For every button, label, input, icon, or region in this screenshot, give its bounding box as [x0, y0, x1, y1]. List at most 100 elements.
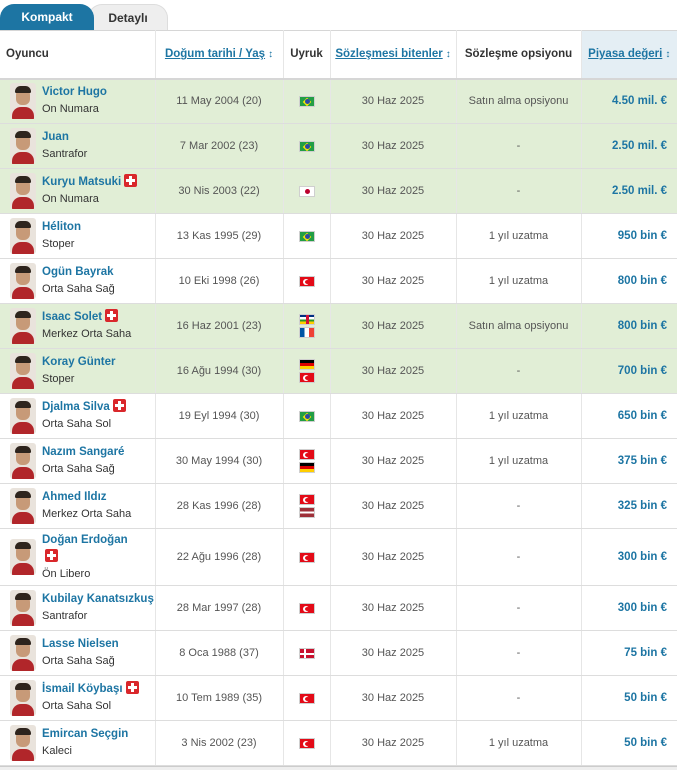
turkey-flag-icon	[298, 737, 315, 749]
player-photo[interactable]	[10, 488, 36, 524]
table-footer-bar	[0, 766, 677, 770]
player-name-link[interactable]: Isaac Solet	[42, 311, 103, 323]
market-value-link[interactable]: 300 bin €	[580, 528, 677, 586]
players-table: Oyuncu Doğum tarihi / Yaş ↕ Uyruk Sözleşm…	[0, 30, 677, 766]
contract-end-cell: 30 Haz 2025	[329, 585, 456, 631]
player-position: On Numara	[42, 103, 99, 116]
player-cell: Koray Günter Stoper	[0, 348, 155, 394]
injury-icon[interactable]	[105, 309, 119, 322]
column-header-contract[interactable]: Sözleşmesi bitenler ↕	[329, 30, 456, 80]
tab-compact[interactable]: Kompakt	[0, 4, 94, 30]
player-position: On Numara	[42, 193, 99, 205]
market-value-link[interactable]: 325 bin €	[580, 483, 677, 529]
table-row: Ahmed Ildız Merkez Orta Saha 28 Kas 1996 (…	[0, 483, 677, 529]
player-name-link[interactable]: Héliton	[42, 221, 81, 233]
birth-date-cell: 7 Mar 2002 (23)	[154, 123, 283, 169]
player-photo[interactable]	[10, 263, 36, 299]
table-row: Lasse Nielsen Orta Saha Sağ 8 Oca 1988 (37…	[0, 630, 677, 676]
contract-end-cell: 30 Haz 2025	[329, 348, 456, 394]
player-photo[interactable]	[10, 680, 36, 716]
contract-end-cell: 30 Haz 2025	[329, 675, 456, 721]
player-cell: Isaac Solet Merkez Orta Saha	[0, 303, 155, 349]
nationality-cell	[282, 303, 330, 349]
player-photo[interactable]	[10, 539, 36, 575]
table-row: Héliton Stoper 13 Kas 1995 (29) 30 Haz 2025…	[0, 213, 677, 259]
tab-detailed[interactable]: Detaylı	[88, 4, 168, 30]
contract-option-cell: 1 yıl uzatma	[455, 213, 581, 259]
contract-end-cell: 30 Haz 2025	[329, 168, 456, 214]
player-photo[interactable]	[10, 173, 36, 209]
nationality-cell	[282, 438, 330, 484]
turkey-flag-icon	[298, 692, 315, 704]
player-name-link[interactable]: Kubilay Kanatsızkuş	[42, 593, 154, 605]
contract-option-cell: -	[455, 483, 581, 529]
player-name-link[interactable]: Nazım Sangaré	[42, 446, 125, 458]
injury-icon[interactable]	[45, 548, 58, 562]
player-photo[interactable]	[10, 443, 36, 479]
view-tabs: Detaylı Kompakt	[0, 0, 677, 30]
injury-icon[interactable]	[125, 681, 139, 694]
injury-icon[interactable]	[112, 399, 126, 412]
market-value-link[interactable]: 800 bin €	[580, 258, 677, 304]
turkey-flag-icon	[298, 602, 315, 614]
player-cell: Djalma Silva Orta Saha Sol	[0, 393, 155, 439]
nationality-cell	[282, 585, 330, 631]
player-photo[interactable]	[10, 83, 36, 120]
column-header-value[interactable]: Piyasa değeri ↕	[580, 30, 677, 80]
sort-arrows-icon: ↕	[665, 49, 671, 61]
contract-option-cell: Satın alma opsiyonu	[455, 303, 581, 349]
player-name-link[interactable]: Ogün Bayrak	[42, 266, 114, 278]
market-value-link[interactable]: 650 bin €	[580, 393, 677, 439]
player-photo[interactable]	[10, 398, 36, 434]
player-name-link[interactable]: Doğan Erdoğan	[42, 533, 128, 546]
denmark-flag-icon	[298, 647, 315, 659]
player-name-link[interactable]: Juan	[42, 131, 69, 143]
contract-end-cell: 30 Haz 2025	[329, 438, 456, 484]
sort-arrows-icon: ↕	[445, 49, 451, 61]
market-value-link[interactable]: 800 bin €	[580, 303, 677, 349]
player-photo[interactable]	[10, 353, 36, 389]
market-value-link[interactable]: 4.50 mil. €	[580, 78, 677, 124]
player-cell: Héliton Stoper	[0, 213, 155, 259]
player-photo[interactable]	[10, 308, 36, 344]
contract-option-cell: -	[455, 675, 581, 721]
nationality-cell	[282, 258, 330, 304]
table-row: Djalma Silva Orta Saha Sol 19 Eyl 1994 (30…	[0, 393, 677, 439]
player-name-link[interactable]: Lasse Nielsen	[42, 638, 119, 650]
market-value-link[interactable]: 300 bin €	[580, 585, 677, 631]
player-name-link[interactable]: İsmail Köybaşı	[42, 683, 123, 695]
player-photo[interactable]	[10, 590, 36, 626]
germany-flag-icon	[298, 462, 315, 473]
player-name-link[interactable]: Djalma Silva	[42, 401, 110, 413]
market-value-link[interactable]: 50 bin €	[580, 720, 677, 766]
market-value-link[interactable]: 2.50 mil. €	[580, 123, 677, 169]
player-name-link[interactable]: Kuryu Matsuki	[42, 176, 122, 188]
market-value-link[interactable]: 700 bin €	[580, 348, 677, 394]
market-value-link[interactable]: 50 bin €	[580, 675, 677, 721]
player-cell: Victor Hugo On Numara	[0, 78, 155, 124]
player-position: Kaleci	[42, 745, 72, 757]
player-photo[interactable]	[10, 635, 36, 671]
player-photo[interactable]	[10, 128, 36, 164]
player-cell: Emircan Seçgin Kaleci	[0, 720, 155, 766]
column-header-option: Sözleşme opsiyonu	[455, 30, 581, 80]
player-name-link[interactable]: Ahmed Ildız	[42, 491, 107, 503]
market-value-link[interactable]: 2.50 mil. €	[580, 168, 677, 214]
nationality-cell	[282, 168, 330, 214]
player-photo[interactable]	[10, 218, 36, 254]
player-name-link[interactable]: Koray Günter	[42, 356, 116, 368]
nationality-cell	[282, 213, 330, 259]
player-photo[interactable]	[10, 725, 36, 761]
market-value-link[interactable]: 950 bin €	[580, 213, 677, 259]
player-name-link[interactable]: Emircan Seçgin	[42, 728, 129, 740]
birth-date-cell: 10 Tem 1989 (35)	[154, 675, 283, 721]
table-row: İsmail Köybaşı Orta Saha Sol 10 Tem 1989 (…	[0, 675, 677, 721]
player-name-link[interactable]: Victor Hugo	[42, 86, 107, 99]
market-value-link[interactable]: 75 bin €	[580, 630, 677, 676]
player-cell: Ahmed Ildız Merkez Orta Saha	[0, 483, 155, 529]
injury-icon[interactable]	[124, 174, 138, 187]
latvia-flag-icon	[298, 507, 315, 518]
market-value-link[interactable]: 375 bin €	[580, 438, 677, 484]
player-position: Santrafor	[42, 610, 88, 622]
column-header-birth[interactable]: Doğum tarihi / Yaş ↕	[154, 30, 283, 80]
